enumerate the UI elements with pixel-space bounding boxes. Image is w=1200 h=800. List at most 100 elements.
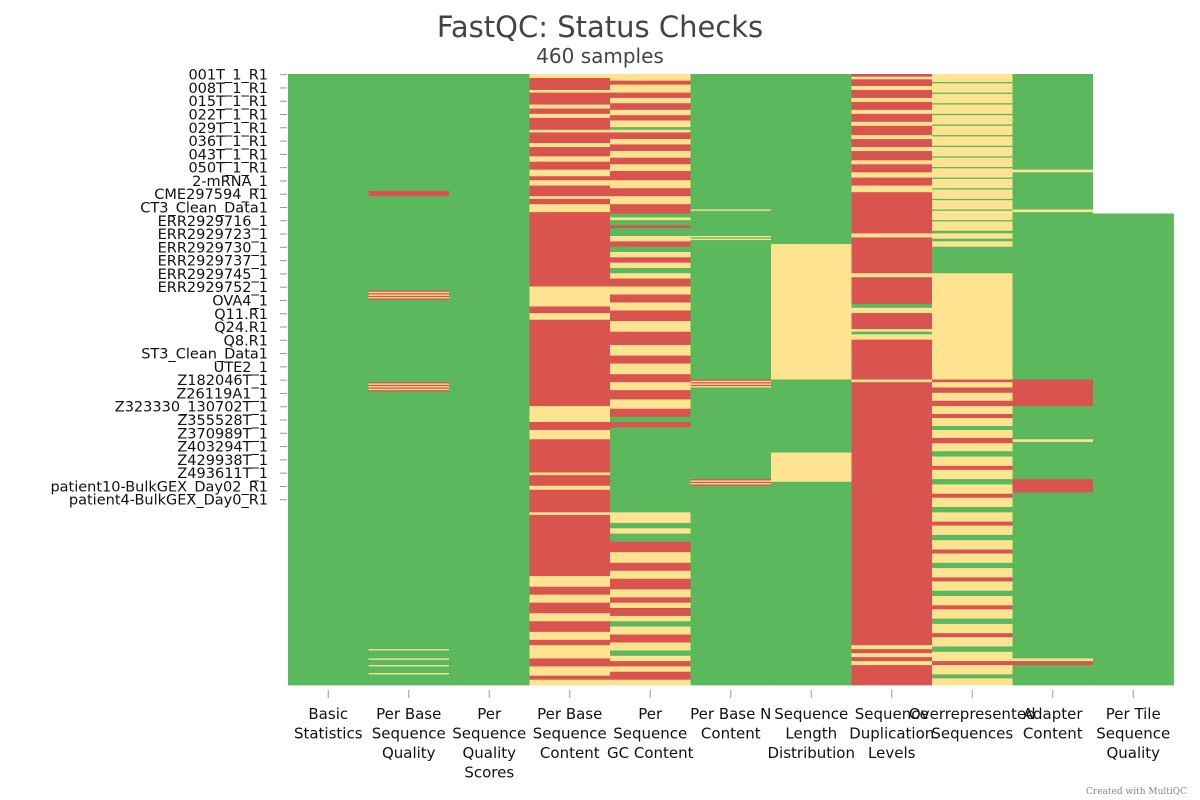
heatmap-cell-fail	[851, 177, 933, 186]
heatmap-cell-warn	[610, 273, 691, 279]
heatmap-cell-warn	[368, 383, 450, 386]
heatmap-cell-warn	[932, 74, 1013, 83]
heatmap-cell-fail	[529, 586, 611, 596]
heatmap-cell-warn	[932, 497, 1013, 508]
heatmap-cell-fail	[368, 298, 450, 301]
heatmap-cell-warn	[1012, 169, 1094, 173]
heatmap-cell-fail	[932, 387, 1013, 394]
heatmap-cell-pass	[1012, 492, 1094, 659]
x-tick-label: Sequence	[452, 725, 526, 743]
heatmap-cell-warn	[610, 109, 691, 116]
heatmap-cell-pass	[932, 145, 1013, 148]
heatmap-cell-pass	[368, 650, 450, 659]
heatmap-cell-warn	[610, 164, 691, 172]
heatmap-cell-warn	[932, 456, 1013, 467]
heatmap-cell-warn	[932, 665, 1013, 675]
heatmap-cell-warn	[368, 291, 450, 294]
heatmap-cell-pass	[932, 113, 1013, 116]
heatmap-cell-warn	[851, 147, 933, 152]
heatmap-cell-fail	[932, 549, 1013, 554]
heatmap-cell-warn	[932, 200, 1013, 210]
y-tick-label: ERR2929716_1	[158, 214, 268, 230]
heatmap-cell-warn	[529, 286, 611, 307]
heatmap-cell-pass	[610, 220, 691, 226]
heatmap-cell-warn	[529, 313, 611, 321]
heatmap-cell-fail	[610, 103, 691, 111]
heatmap-column-7	[851, 74, 933, 686]
heatmap-cell-fail	[529, 675, 611, 681]
heatmap-cell-warn	[368, 297, 450, 299]
heatmap-cell-warn	[932, 189, 1013, 200]
heatmap-cell-warn	[932, 512, 1013, 522]
heatmap-cell-pass	[1012, 406, 1094, 440]
y-tick-label: 008T_1_R1	[188, 81, 268, 97]
heatmap-cell-warn	[368, 386, 450, 388]
y-tick-label: Z403294T_1	[177, 440, 268, 456]
heatmap-cell-warn	[690, 380, 772, 383]
heatmap-cell-warn	[610, 589, 691, 598]
y-tick-label: Z429938T_1	[177, 453, 268, 469]
heatmap-cell-pass	[610, 213, 691, 218]
heatmap-cell-warn	[610, 262, 691, 269]
x-tick-label: Duplication	[849, 725, 934, 743]
x-tick-label: GC Content	[607, 744, 694, 762]
heatmap-cell-warn	[932, 210, 1013, 221]
heatmap-cell-pass	[1012, 172, 1094, 210]
heatmap-cell-fail	[690, 379, 772, 382]
heatmap-cell-warn	[932, 104, 1013, 115]
heatmap-cell-fail	[610, 278, 691, 287]
heatmap-cell-warn	[932, 392, 1013, 402]
heatmap-cell-warn	[610, 363, 691, 375]
heatmap-cell-warn	[932, 484, 1013, 495]
heatmap-cell-fail	[610, 331, 691, 346]
y-tick-label: ERR2929723_1	[158, 227, 268, 243]
heatmap-cell-warn	[851, 185, 933, 193]
heatmap-cell-warn	[610, 570, 691, 580]
heatmap-cell-warn	[932, 178, 1013, 189]
heatmap-cell-pass	[932, 479, 1013, 485]
heatmap-cell-warn	[690, 383, 772, 386]
heatmap-cell-fail	[610, 355, 691, 364]
heatmap-cell-fail	[851, 74, 933, 78]
y-tick-label: 2-mRNA_1	[192, 174, 268, 190]
heatmap-cell-warn	[932, 233, 1013, 240]
heatmap-cell-fail	[368, 390, 450, 392]
heatmap-cell-fail	[610, 607, 691, 617]
heatmap-column-8	[932, 74, 1013, 686]
heatmap-cell-fail	[851, 79, 933, 87]
heatmap-cell-fail	[610, 578, 691, 590]
heatmap-cell-pass	[932, 507, 1013, 513]
heatmap-cell-fail	[529, 198, 611, 205]
heatmap-cell-fail	[529, 117, 611, 131]
heatmap-cell-warn	[932, 406, 1013, 415]
heatmap-cell-pass	[610, 650, 691, 657]
heatmap-cell-fail	[529, 602, 611, 614]
heatmap-cell-warn	[851, 645, 933, 650]
heatmap-cell-fail	[851, 125, 933, 136]
x-tick-label: Basic	[308, 705, 348, 723]
heatmap-cell-warn	[932, 429, 1013, 439]
heatmap-cell-pass	[932, 92, 1013, 95]
heatmap-cell-pass	[932, 590, 1013, 597]
heatmap-cell-warn	[932, 93, 1013, 104]
heatmap-cell-pass	[368, 391, 450, 650]
heatmap-cell-fail	[1012, 661, 1094, 666]
heatmap-cell-warn	[529, 104, 611, 109]
heatmap-cell-fail	[368, 295, 450, 298]
heatmap-cell-warn	[851, 661, 933, 666]
heatmap-cell-pass	[932, 246, 1013, 274]
heatmap-cell-pass	[610, 533, 691, 542]
heatmap-cell-fail	[368, 293, 450, 295]
x-tick-label: Sequence	[774, 705, 848, 723]
heatmap-cell-warn	[932, 418, 1013, 427]
heatmap-cell-pass	[610, 416, 691, 423]
heatmap-cell-fail	[610, 241, 691, 248]
heatmap-cell-pass	[368, 674, 450, 686]
heatmap-cell-fail	[610, 170, 691, 181]
y-tick-label: Z323330_130702T_1	[115, 400, 268, 416]
heatmap-cell-fail	[851, 192, 933, 234]
heatmap-cell-warn	[851, 233, 933, 238]
y-tick-label: ST3_Clean_Data1	[141, 347, 268, 363]
heatmap-cell-pass	[932, 177, 1013, 180]
y-tick-label: 043T_1_R1	[188, 147, 268, 163]
